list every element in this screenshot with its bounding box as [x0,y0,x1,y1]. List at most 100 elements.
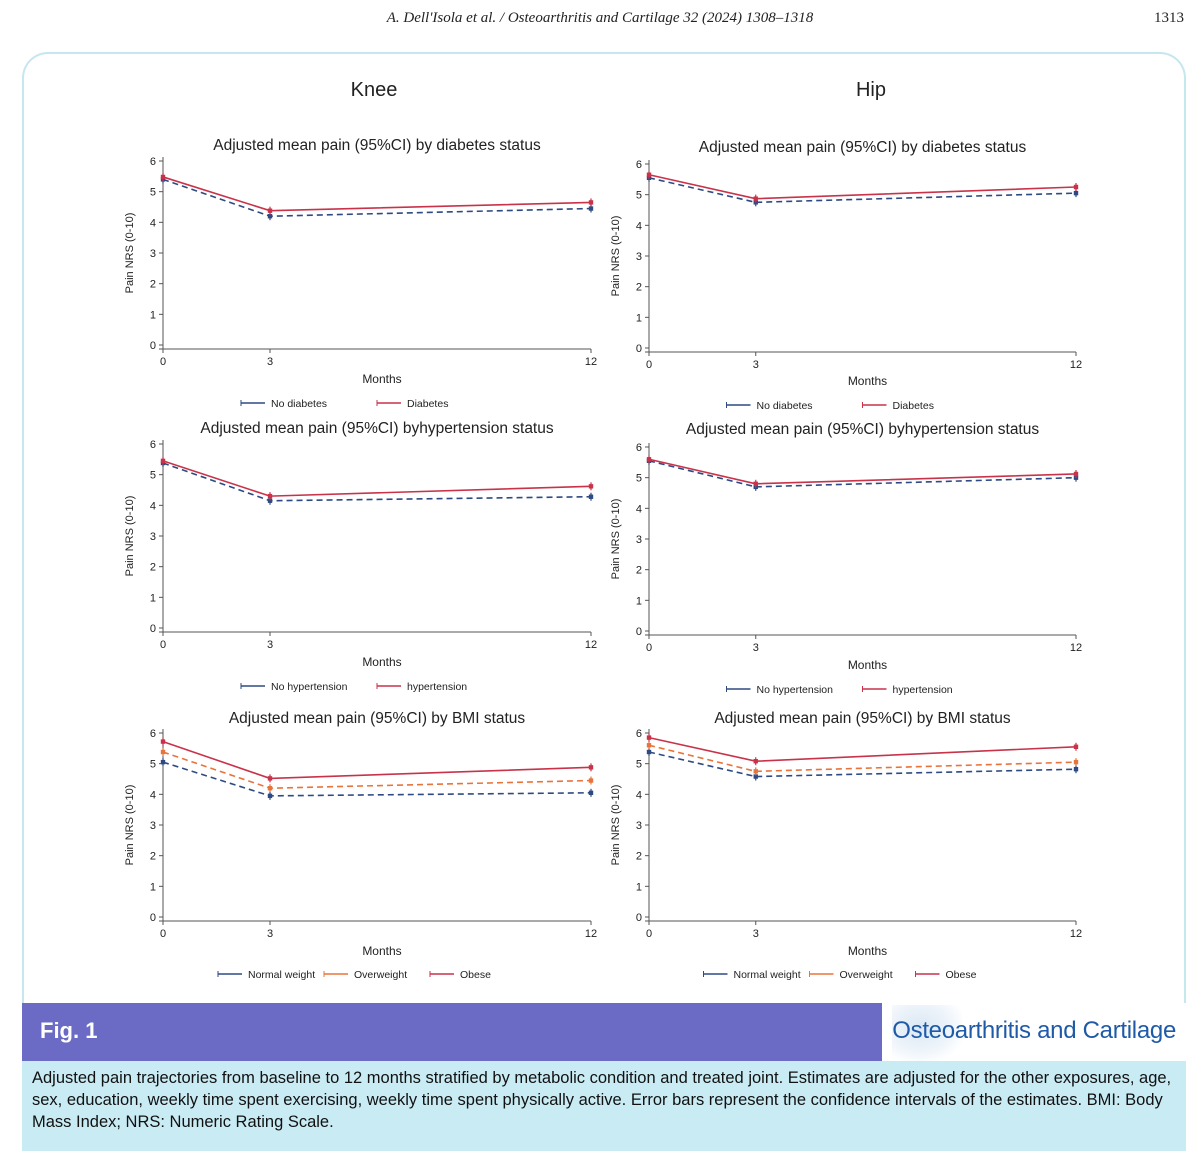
legend-item-normal-weight: Normal weight [217,969,315,981]
legend-label: No hypertension [271,681,348,693]
y-tick-label: 0 [150,340,156,352]
legend-label: Overweight [354,969,407,981]
legend-label: No diabetes [271,398,327,410]
page-number: 1313 [1154,10,1184,26]
y-axis-label: Pain NRS (0-10) [124,213,136,294]
y-tick-label: 3 [150,248,156,260]
series-normal-weight [646,748,1079,781]
series-line [648,736,1077,763]
legend-item-obese: Obese [915,969,977,981]
x-tick-label: 12 [585,928,597,940]
chart-title: Adjusted mean pain (95%CI) byhypertensio… [686,421,1040,438]
series-diabetes [646,170,1079,203]
y-tick-label: 4 [150,789,156,801]
y-tick-label: 3 [150,531,156,543]
journal-logo-image [892,1005,962,1061]
y-tick-label: 4 [150,217,156,229]
data-point [646,749,652,755]
data-point [753,769,758,774]
data-point [588,206,594,211]
journal-branding: Osteoarthritis and Cartilage [882,1003,1186,1061]
data-point [588,494,594,499]
figure-panels: Knee Hip Adjusted mean pain (95%CI) by dia… [124,79,1082,981]
y-tick-label: 2 [636,565,642,577]
y-tick-label: 1 [150,881,156,893]
legend: Normal weight Overweight Obese [217,969,491,981]
x-tick-label: 12 [585,356,597,368]
y-tick-label: 0 [636,626,642,638]
legend-item-diabetes: Diabetes [376,398,448,410]
data-point [1073,471,1079,477]
data-point [588,790,594,795]
legend: No hypertension hypertension [240,681,467,693]
series-line [162,176,592,212]
legend-item-obese: Obese [429,969,491,981]
data-point [646,735,652,740]
y-tick-label: 3 [636,534,642,546]
x-tick-label: 3 [753,359,759,371]
x-tick-label: 3 [753,928,759,940]
legend-item-normal-weight: Normal weight [703,969,801,981]
chart-title: Adjusted mean pain (95%CI) by BMI status [229,710,526,727]
legend-item-hypertension: hypertension [862,684,953,696]
x-tick-label: 12 [1070,642,1082,654]
chart-hip-hypertension: Adjusted mean pain (95%CI) byhypertensio… [610,421,1082,696]
chart-knee-diabetes: Adjusted mean pain (95%CI) by diabetes s… [124,137,597,410]
chart-hip-diabetes: Adjusted mean pain (95%CI) by diabetes s… [610,139,1082,412]
data-point [588,778,594,783]
series-normal-weight [160,758,594,800]
data-point [1073,190,1079,196]
y-tick-label: 3 [636,251,642,263]
series-line [162,761,592,797]
series-line [648,744,1077,773]
series-line [162,460,592,497]
series-diabetes [160,172,594,215]
legend-label: Diabetes [407,398,448,410]
data-point [588,484,594,489]
y-tick-label: 2 [636,282,642,294]
y-tick-label: 5 [636,190,642,202]
x-tick-label: 12 [1070,928,1082,940]
x-tick-label: 0 [646,359,652,371]
running-head-reference: A. Dell'Isola et al. / Osteoarthritis an… [386,10,814,26]
x-axis-label: Months [848,374,887,388]
legend-label: Obese [946,969,977,981]
chart-knee-bmi: Adjusted mean pain (95%CI) by BMI status… [124,710,597,981]
figure-caption: Adjusted pain trajectories from baseline… [22,1061,1186,1151]
data-point [588,765,594,770]
series-obese [160,737,594,783]
y-tick-label: 1 [636,881,642,893]
y-tick-label: 4 [636,789,642,801]
y-tick-label: 2 [150,279,156,291]
x-tick-label: 12 [585,639,597,651]
x-tick-label: 3 [753,642,759,654]
y-axis-label: Pain NRS (0-10) [610,216,622,297]
y-axis-label: Pain NRS (0-10) [610,499,622,580]
x-tick-label: 12 [1070,359,1082,371]
data-point [267,793,273,799]
legend-label: Overweight [840,969,893,981]
x-axis-label: Months [848,944,887,958]
y-tick-label: 2 [636,851,642,863]
series-no-diabetes [160,175,594,221]
x-tick-label: 3 [267,356,273,368]
legend-label: Normal weight [248,969,315,981]
data-point [1073,759,1079,765]
y-tick-label: 4 [150,500,156,512]
column-title-knee: Knee [351,79,398,101]
y-tick-label: 0 [636,343,642,355]
legend-item-no-diabetes: No diabetes [240,398,327,410]
data-point [267,786,273,791]
y-tick-label: 1 [636,595,642,607]
chart-title: Adjusted mean pain (95%CI) by diabetes s… [213,137,541,154]
chart-title: Adjusted mean pain (95%CI) by BMI status [714,710,1011,727]
y-tick-label: 1 [636,312,642,324]
data-point [160,749,166,755]
series-line [162,740,592,780]
legend-item-diabetes: Diabetes [862,400,934,412]
data-point [267,493,273,499]
y-tick-label: 1 [150,309,156,321]
y-tick-label: 5 [150,759,156,771]
legend: No hypertension hypertension [726,684,953,696]
y-tick-label: 5 [150,470,156,482]
